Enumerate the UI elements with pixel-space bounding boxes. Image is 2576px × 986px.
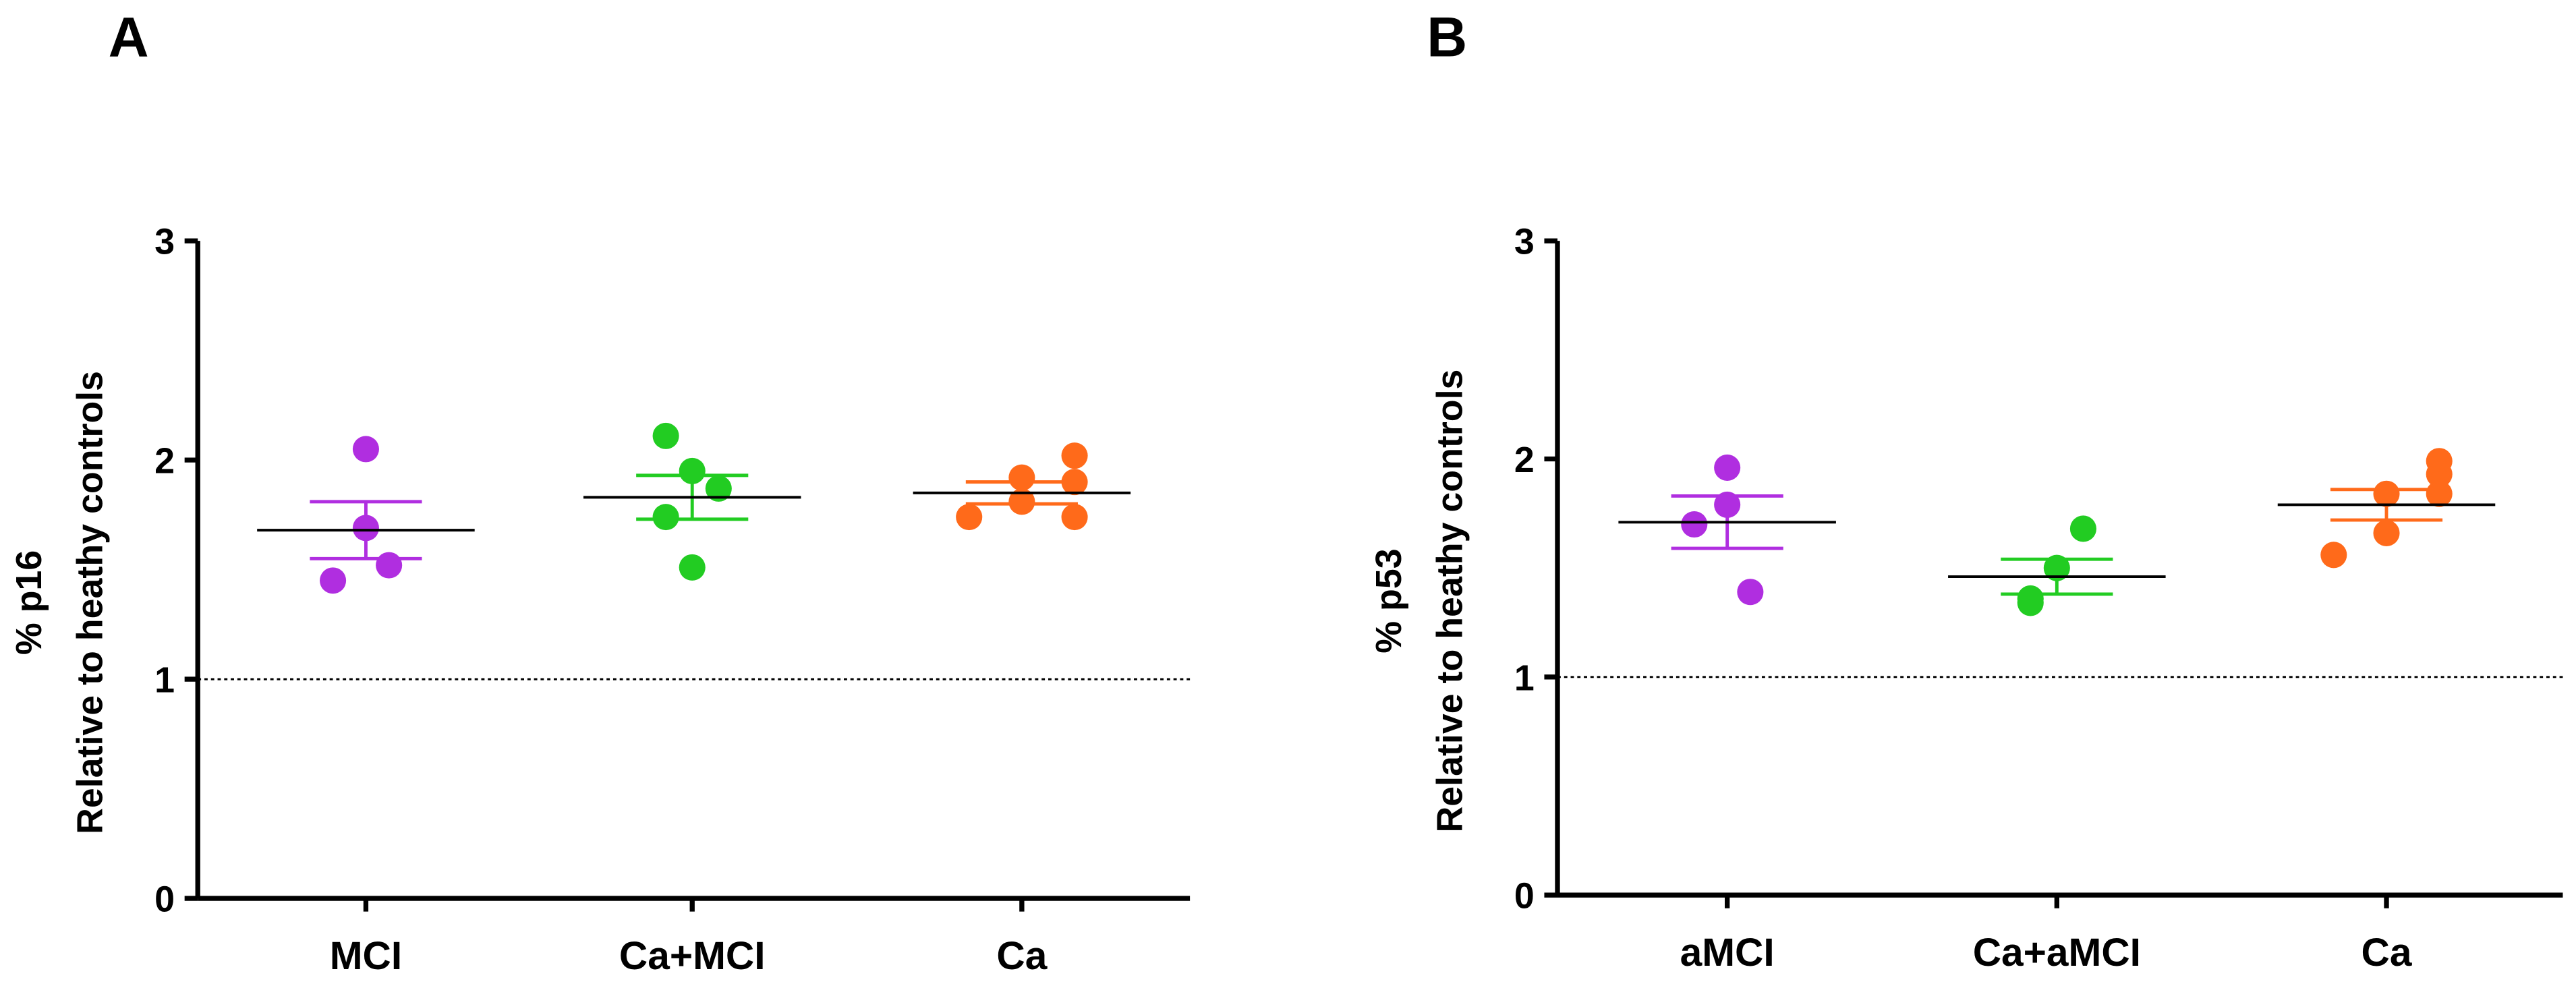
data-point xyxy=(1008,464,1035,491)
x-tick-label: Ca+MCI xyxy=(619,934,766,978)
data-point xyxy=(2426,480,2453,507)
y-axis-label: % p16 xyxy=(9,550,49,655)
data-point xyxy=(652,422,679,449)
panel: B % p53 Relative to heathy controls 0 1 2 3 aMC… xyxy=(1369,6,2563,975)
y-tick-label: 3 xyxy=(154,222,175,262)
data-point xyxy=(1737,579,1764,606)
y-tick-label: 1 xyxy=(154,660,175,701)
data-point xyxy=(320,567,347,594)
data-point xyxy=(679,554,706,581)
y-tick-label: 0 xyxy=(1514,876,1535,917)
y-tick-label: 2 xyxy=(1514,440,1535,480)
data-point xyxy=(2069,515,2096,542)
data-point xyxy=(376,552,403,579)
data-point xyxy=(2017,585,2044,612)
data-point xyxy=(956,504,983,531)
data-point xyxy=(1681,511,1708,538)
x-tick-label: aMCI xyxy=(1680,931,1775,975)
data-point xyxy=(1714,454,1741,481)
x-tick-label: Ca xyxy=(2362,931,2412,975)
data-point xyxy=(652,504,679,531)
data-point xyxy=(705,475,732,502)
panel: A % p16 Relative to heathy controls 0 1 2 3 MCI… xyxy=(9,6,1191,978)
y-axis-label: % p53 xyxy=(1369,548,1409,653)
y-tick-label: 3 xyxy=(1514,222,1535,262)
y-axis-label: Relative to heathy controls xyxy=(69,371,110,834)
y-tick-label: 1 xyxy=(1514,658,1535,698)
x-tick-label: Ca xyxy=(996,934,1047,978)
y-tick-label: 0 xyxy=(154,879,175,920)
y-axis-label: Relative to heathy controls xyxy=(1429,370,1470,833)
data-point xyxy=(679,457,706,484)
panel-label: B xyxy=(1427,6,1467,69)
data-point xyxy=(352,436,379,463)
data-point xyxy=(2373,519,2400,546)
y-tick-label: 2 xyxy=(154,441,175,482)
x-tick-label: MCI xyxy=(330,934,402,978)
data-point xyxy=(2320,542,2347,569)
x-tick-label: Ca+aMCI xyxy=(1973,931,2141,975)
data-point xyxy=(1061,504,1088,531)
data-point xyxy=(1061,442,1088,469)
panel-label: A xyxy=(109,6,149,69)
data-point xyxy=(2426,448,2453,475)
